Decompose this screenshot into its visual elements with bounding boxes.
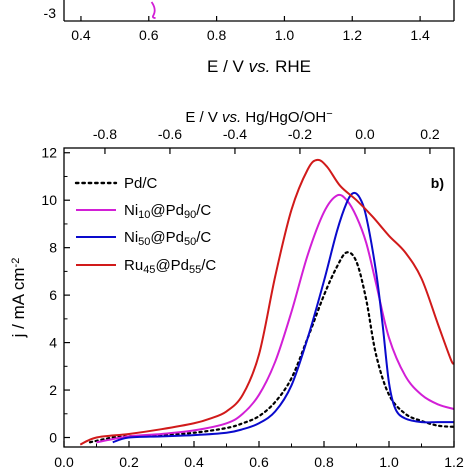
top-tick-label: -0.2 — [288, 126, 312, 142]
series-line-4 — [79, 158, 454, 446]
y-tick-label: 6 — [49, 287, 57, 303]
x-tick-label: 0.6 — [249, 454, 269, 470]
panel-a-x-ticks: 0.4 0.6 0.8 1.0 1.2 1.4 — [71, 16, 430, 43]
legend-label-3: Ni50@Pd50/C — [124, 229, 211, 248]
y-tick-label: 10 — [41, 192, 57, 208]
legend-label-4: Ru45@Pd55/C — [124, 257, 216, 276]
panel-b-y-axis-label: j / mA cm-2 — [9, 258, 28, 339]
y-tick-label: 4 — [49, 335, 57, 351]
top-tick-label: 0.0 — [355, 126, 375, 142]
panel-b-series — [79, 158, 454, 446]
x-tick-label: 0.2 — [119, 454, 139, 470]
x-tick-label: 1.0 — [379, 454, 399, 470]
panel-b-label: b) — [431, 175, 444, 191]
panel-a-x-axis-label: E / V vs. RHE — [207, 57, 311, 76]
panel-a-trace-fragment — [150, 1, 156, 19]
panel-b-legend: Pd/C Ni10@Pd90/C Ni50@Pd50/C Ru45@Pd55/C — [74, 175, 216, 276]
x-tick-label: 0.4 — [184, 454, 204, 470]
panel-b-frame — [63, 147, 455, 448]
panel-a-x-tick-label: 1.2 — [343, 27, 363, 43]
top-tick-label: -0.8 — [93, 126, 117, 142]
top-tick-label: -0.4 — [223, 126, 247, 142]
panel-a-x-tick-label: 0.6 — [139, 27, 159, 43]
panel-a-y-tick-label: -3 — [44, 5, 57, 21]
x-tick-label: 1.2 — [444, 454, 464, 470]
x-tick-label: 0.0 — [54, 454, 74, 470]
legend-label-1: Pd/C — [124, 175, 158, 192]
panel-b-plot-frame — [63, 147, 455, 448]
panel-a-frame — [63, 0, 455, 22]
top-tick-label: -0.6 — [158, 126, 182, 142]
series-line-1 — [88, 251, 454, 444]
panel-a-x-tick-label: 1.0 — [275, 27, 295, 43]
panel-b-top-axis-label: E / V vs. Hg/HgO/OH− — [185, 108, 332, 126]
panel-a-chart: -3 0.4 0.6 0.8 1.0 1.2 1.4 E / V vs. RHE — [44, 0, 455, 76]
legend-label-2: Ni10@Pd90/C — [124, 202, 211, 221]
panel-a-x-tick-label: 0.8 — [207, 27, 227, 43]
panel-a-x-tick-label: 1.4 — [410, 27, 430, 43]
panel-b-y-ticks: 0 2 4 6 8 10 12 — [41, 145, 70, 446]
series-line-3 — [112, 191, 454, 444]
panel-a-y-ticks: -3 — [44, 5, 57, 21]
y-tick-label: 8 — [49, 240, 57, 256]
panel-a-x-tick-label: 0.4 — [71, 27, 91, 43]
panel-b-top-ticks: -0.8 -0.6 -0.4 -0.2 0.0 0.2 — [93, 126, 440, 154]
y-tick-label: 12 — [41, 145, 57, 161]
y-tick-label: 0 — [49, 430, 57, 446]
panel-a-visible-trace — [150, 1, 156, 19]
panel-b-x-ticks: 0.0 0.2 0.4 0.6 0.8 1.0 1.2 — [54, 441, 464, 470]
y-tick-label: 2 — [49, 382, 57, 398]
series-line-2 — [96, 193, 454, 444]
x-tick-label: 0.8 — [314, 454, 334, 470]
panel-b-chart: 0 2 4 6 8 10 12 0.0 0.2 0.4 0.6 0.8 1.0 1.2 -0.8 -0.6… — [9, 108, 464, 470]
top-tick-label: 0.2 — [420, 126, 440, 142]
